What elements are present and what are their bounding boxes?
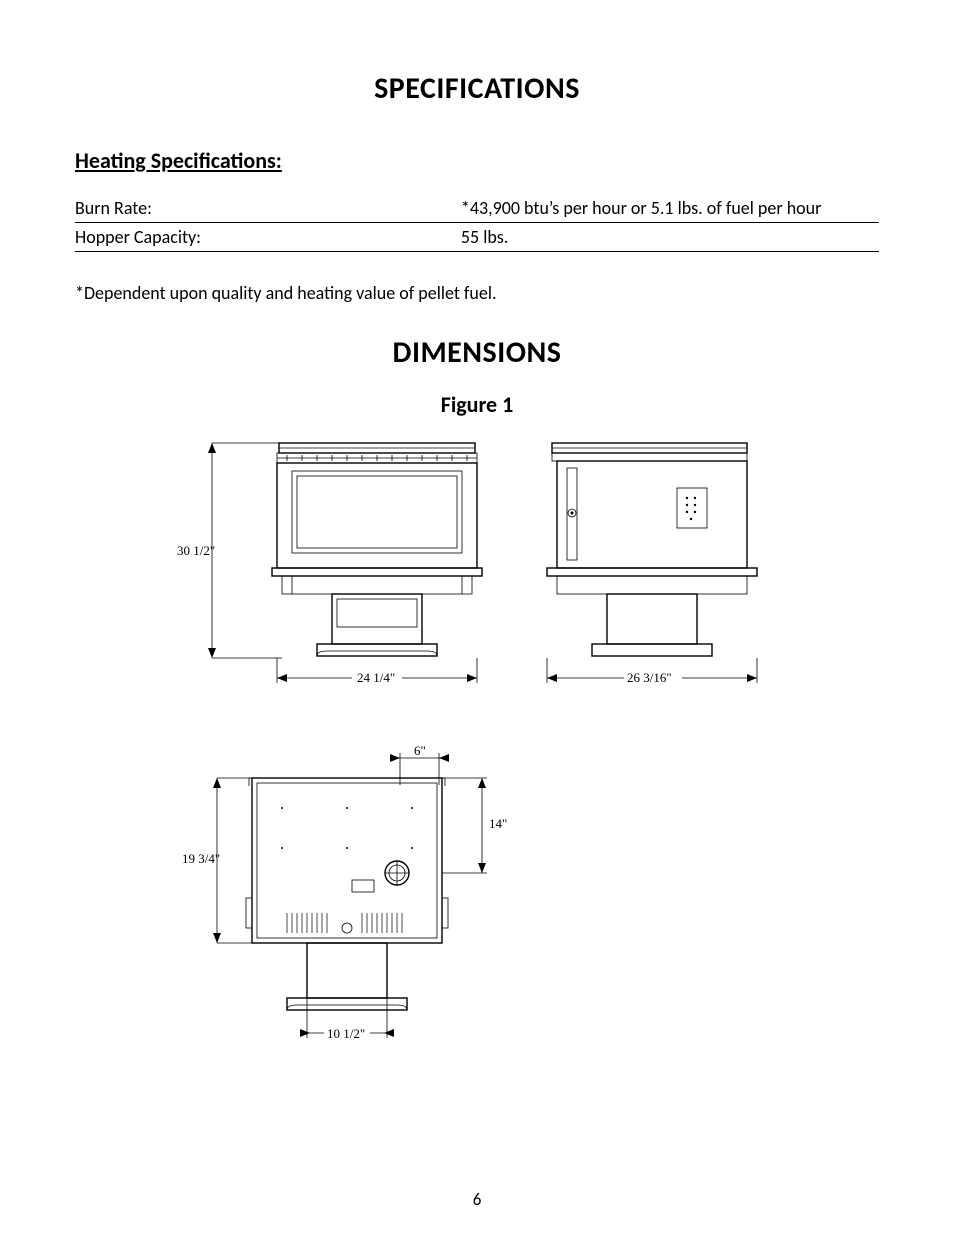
dim-flue-offset: 6" (414, 743, 426, 758)
table-row: Hopper Capacity: 55 lbs. (75, 223, 879, 252)
table-row: Burn Rate: *43,900 btu’s per hour or 5.1… (75, 194, 879, 223)
spec-table: Burn Rate: *43,900 btu’s per hour or 5.1… (75, 194, 879, 252)
diagram-front-view: 30 1/2" (177, 433, 487, 723)
diagram-rear-view: 6" 14" 19 3/4" (182, 743, 532, 1083)
page: SPECIFICATIONS Heating Specifications: B… (0, 0, 954, 1235)
spec-value: *43,900 btu’s per hour or 5.1 lbs. of fu… (461, 194, 879, 223)
spec-label: Hopper Capacity: (75, 223, 461, 252)
title-dimensions: DIMENSIONS (75, 334, 879, 371)
spec-value: 55 lbs. (461, 223, 879, 252)
spec-label: Burn Rate: (75, 194, 461, 223)
page-number: 6 (0, 1189, 954, 1210)
dim-base-width-rear: 10 1/2" (327, 1026, 365, 1041)
dim-width-front: 24 1/4" (357, 670, 395, 685)
diagram-side-view: 26 3/16" (527, 433, 787, 723)
footnote: *Dependent upon quality and heating valu… (75, 282, 879, 304)
figure-label: Figure 1 (75, 391, 879, 418)
diagram-container: 30 1/2" (97, 433, 857, 1073)
dim-flue-height: 14" (489, 816, 507, 831)
subtitle-heating-spec: Heating Specifications: (75, 147, 879, 174)
dim-body-height-rear: 19 3/4" (182, 851, 220, 866)
dim-height-front: 30 1/2" (177, 543, 215, 558)
dim-depth-side: 26 3/16" (627, 670, 672, 685)
title-specifications: SPECIFICATIONS (75, 70, 879, 107)
